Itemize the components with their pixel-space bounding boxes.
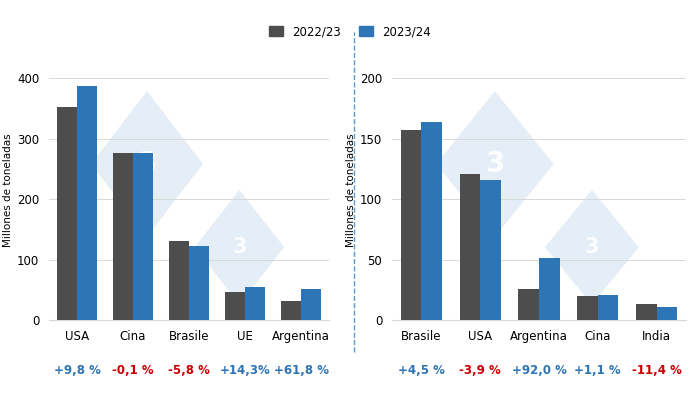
Bar: [598, 295, 618, 320]
Y-axis label: Millones de toneladas: Millones de toneladas: [346, 133, 356, 247]
Polygon shape: [195, 190, 284, 304]
Text: -3,9 %: -3,9 %: [459, 364, 501, 378]
Bar: [539, 258, 559, 320]
Text: +4,5 %: +4,5 %: [398, 364, 444, 378]
Bar: [421, 122, 442, 320]
Text: 3: 3: [485, 150, 505, 178]
Bar: [245, 287, 265, 320]
Y-axis label: Millones de toneladas: Millones de toneladas: [3, 133, 13, 247]
Bar: [189, 246, 209, 320]
Text: -11,4 %: -11,4 %: [631, 364, 682, 378]
Text: +1,1 %: +1,1 %: [575, 364, 621, 378]
Bar: [636, 304, 657, 320]
Bar: [578, 296, 598, 320]
Text: +92,0 %: +92,0 %: [512, 364, 566, 378]
Text: -0,1 %: -0,1 %: [112, 364, 154, 378]
Bar: [225, 292, 245, 320]
Bar: [57, 106, 77, 320]
Text: 3: 3: [137, 150, 157, 178]
Polygon shape: [91, 91, 203, 237]
Text: +14,3%: +14,3%: [220, 364, 270, 378]
Legend: 2022/23, 2023/24: 2022/23, 2023/24: [265, 22, 435, 42]
Bar: [281, 301, 301, 320]
Text: 3: 3: [584, 237, 599, 257]
Text: 3: 3: [232, 237, 246, 257]
Bar: [169, 241, 189, 320]
Bar: [77, 86, 97, 320]
Polygon shape: [545, 190, 639, 304]
Bar: [301, 288, 321, 320]
Bar: [480, 180, 500, 320]
Text: +9,8 %: +9,8 %: [54, 364, 100, 378]
Bar: [657, 307, 677, 320]
Bar: [401, 130, 421, 320]
Bar: [113, 152, 133, 320]
Bar: [133, 152, 153, 320]
Text: +61,8 %: +61,8 %: [274, 364, 328, 378]
Bar: [519, 288, 539, 320]
Polygon shape: [436, 91, 554, 237]
Bar: [460, 174, 480, 320]
Text: -5,8 %: -5,8 %: [168, 364, 210, 378]
